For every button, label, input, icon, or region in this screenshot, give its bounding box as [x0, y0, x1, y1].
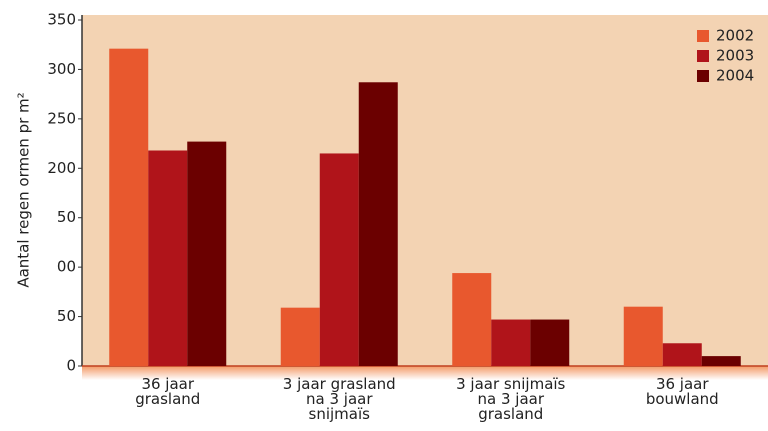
bar — [662, 343, 702, 366]
bar — [148, 150, 188, 366]
y-tick-label: 50 — [57, 208, 76, 226]
legend-label: 2004 — [716, 67, 754, 85]
x-tick-label-line: grasland — [135, 390, 200, 408]
bar — [109, 48, 149, 366]
x-tick-label: 3 jaar grasland na 3 jaar snijmaïs — [283, 375, 396, 423]
x-tick-label: 36 jaar grasland — [135, 375, 200, 408]
legend-swatch — [697, 30, 709, 42]
bar — [491, 319, 531, 366]
x-tick-label: 36 jaar bouwland — [646, 375, 719, 408]
bar — [530, 319, 570, 366]
legend-swatch — [697, 70, 709, 82]
bar — [358, 82, 398, 366]
x-tick-label: 3 jaar snijmaïs na 3 jaar grasland — [456, 375, 565, 423]
x-tick-label-line: na 3 jaar — [478, 390, 545, 408]
axis-glow — [82, 366, 768, 380]
bar — [701, 356, 741, 366]
x-tick-label-line: 36 jaar — [141, 375, 194, 393]
y-tick-label: 0 — [66, 357, 76, 375]
legend-label: 2003 — [716, 47, 754, 65]
y-tick-label: 250 — [47, 109, 76, 127]
y-tick-label: 00 — [57, 258, 76, 276]
x-tick-label-line: grasland — [478, 405, 543, 423]
y-tick-label: 300 — [47, 60, 76, 78]
bar — [280, 307, 320, 366]
bar — [452, 273, 492, 366]
bar — [319, 153, 359, 366]
x-tick-label-line: snijmaïs — [309, 405, 371, 423]
x-tick-label-line: 3 jaar grasland — [283, 375, 396, 393]
legend-swatch — [697, 50, 709, 62]
legend-label: 2002 — [716, 27, 754, 45]
y-axis-label: Aantal regen ormen pr m² — [15, 92, 33, 287]
bar — [187, 141, 227, 366]
x-tick-label-line: na 3 jaar — [306, 390, 373, 408]
x-tick-label-line: 36 jaar — [656, 375, 709, 393]
y-tick-label: 50 — [57, 307, 76, 325]
x-tick-label-line: bouwland — [646, 390, 719, 408]
x-tick-label-line: 3 jaar snijmaïs — [456, 375, 565, 393]
y-tick-label: 350 — [47, 11, 76, 29]
bar — [623, 306, 663, 366]
y-tick-label: 200 — [47, 159, 76, 177]
